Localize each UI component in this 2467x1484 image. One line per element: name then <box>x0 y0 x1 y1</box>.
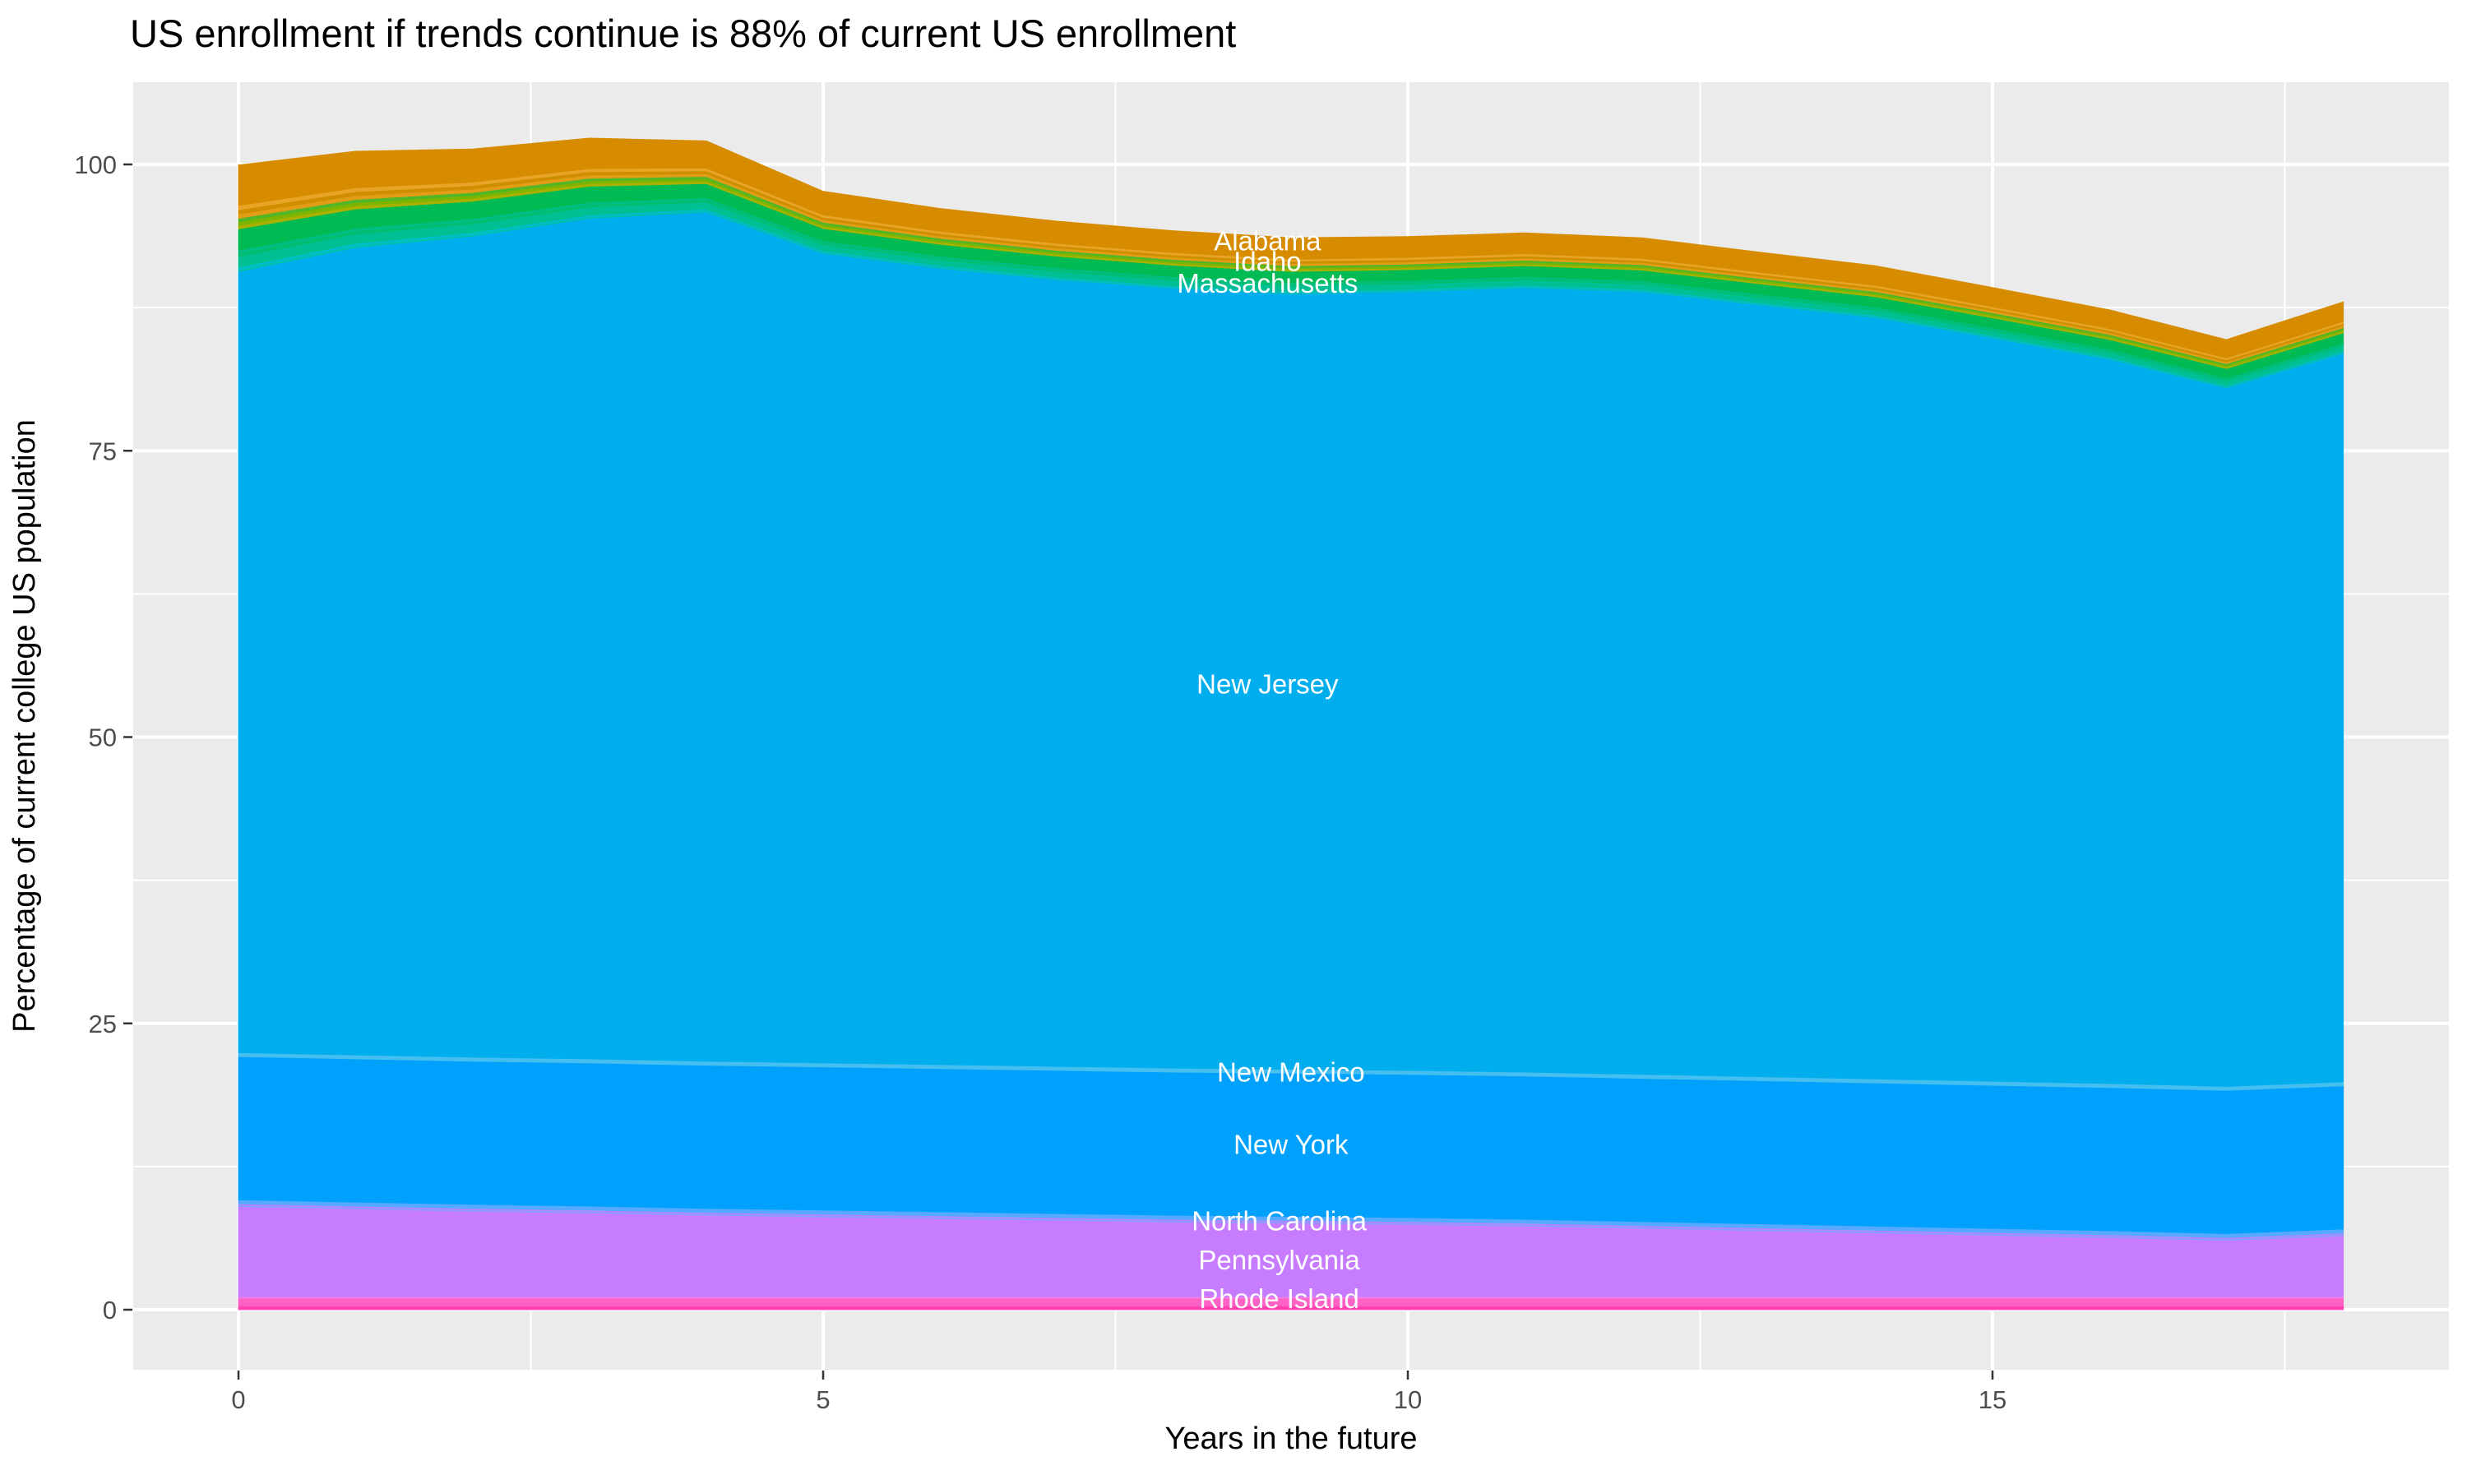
area-band-alabama <box>238 137 2344 358</box>
y-tick-label: 25 <box>89 1010 117 1038</box>
x-axis-title: Years in the future <box>1164 1422 1417 1456</box>
area-label-pennsylvania: Pennsylvania <box>1198 1245 1360 1275</box>
area-label-new-york: New York <box>1234 1129 1349 1159</box>
area-label-new-mexico: New Mexico <box>1217 1057 1365 1088</box>
x-tick-label: 5 <box>816 1385 830 1414</box>
x-tick-label: 10 <box>1394 1385 1422 1414</box>
x-tick-label: 0 <box>231 1385 245 1414</box>
area-label-alabama: Alabama <box>1214 225 1321 256</box>
x-tick-label: 15 <box>1979 1385 2006 1414</box>
axis-tick-marks <box>123 163 1994 1380</box>
area-label-rhode-island: Rhode Island <box>1199 1283 1358 1314</box>
y-tick-label: 100 <box>74 150 117 179</box>
y-tick-label: 50 <box>89 724 117 752</box>
axis-tick-labels: 0 5 10 15 0 25 50 75 100 <box>74 150 2006 1414</box>
chart-title: US enrollment if trends continue is 88% … <box>130 12 1236 55</box>
y-tick-label: 0 <box>103 1296 117 1325</box>
y-axis-title: Percentage of current college US populat… <box>7 419 42 1033</box>
y-tick-label: 75 <box>89 437 117 465</box>
area-label-north-carolina: North Carolina <box>1192 1206 1367 1237</box>
area-label-new-jersey: New Jersey <box>1196 668 1339 699</box>
area-label-massachusetts: Massachusetts <box>1177 268 1358 298</box>
stacked-area-bands <box>238 137 2344 1311</box>
area-label-idaho: Idaho <box>1234 246 1302 276</box>
